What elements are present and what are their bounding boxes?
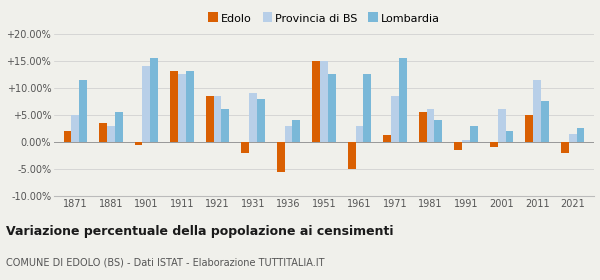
Bar	[277, 142, 284, 172]
Bar	[569, 134, 577, 142]
Bar	[526, 115, 533, 142]
Bar	[206, 96, 214, 142]
Bar	[506, 131, 514, 142]
Bar	[533, 80, 541, 142]
Bar	[186, 71, 194, 142]
Bar	[434, 120, 442, 142]
Bar	[470, 126, 478, 142]
Text: COMUNE DI EDOLO (BS) - Dati ISTAT - Elaborazione TUTTITALIA.IT: COMUNE DI EDOLO (BS) - Dati ISTAT - Elab…	[6, 258, 325, 268]
Bar	[79, 80, 87, 142]
Bar	[399, 58, 407, 142]
Bar	[391, 96, 399, 142]
Bar	[320, 61, 328, 142]
Bar	[142, 66, 150, 142]
Bar	[107, 126, 115, 142]
Bar	[134, 142, 142, 144]
Legend: Edolo, Provincia di BS, Lombardia: Edolo, Provincia di BS, Lombardia	[206, 12, 442, 26]
Bar	[249, 93, 257, 142]
Bar	[383, 135, 391, 142]
Bar	[241, 142, 249, 153]
Bar	[292, 120, 300, 142]
Bar	[178, 74, 186, 142]
Bar	[364, 74, 371, 142]
Bar	[577, 128, 584, 142]
Bar	[490, 142, 498, 147]
Text: Variazione percentuale della popolazione ai censimenti: Variazione percentuale della popolazione…	[6, 225, 394, 238]
Bar	[64, 131, 71, 142]
Bar	[498, 109, 506, 142]
Bar	[328, 74, 336, 142]
Bar	[356, 126, 364, 142]
Bar	[541, 101, 549, 142]
Bar	[257, 99, 265, 142]
Bar	[150, 58, 158, 142]
Bar	[221, 109, 229, 142]
Bar	[427, 109, 434, 142]
Bar	[170, 71, 178, 142]
Bar	[462, 140, 470, 142]
Bar	[312, 61, 320, 142]
Bar	[561, 142, 569, 153]
Bar	[71, 115, 79, 142]
Bar	[115, 112, 122, 142]
Bar	[284, 126, 292, 142]
Bar	[454, 142, 462, 150]
Bar	[99, 123, 107, 142]
Bar	[214, 96, 221, 142]
Bar	[348, 142, 356, 169]
Bar	[419, 112, 427, 142]
